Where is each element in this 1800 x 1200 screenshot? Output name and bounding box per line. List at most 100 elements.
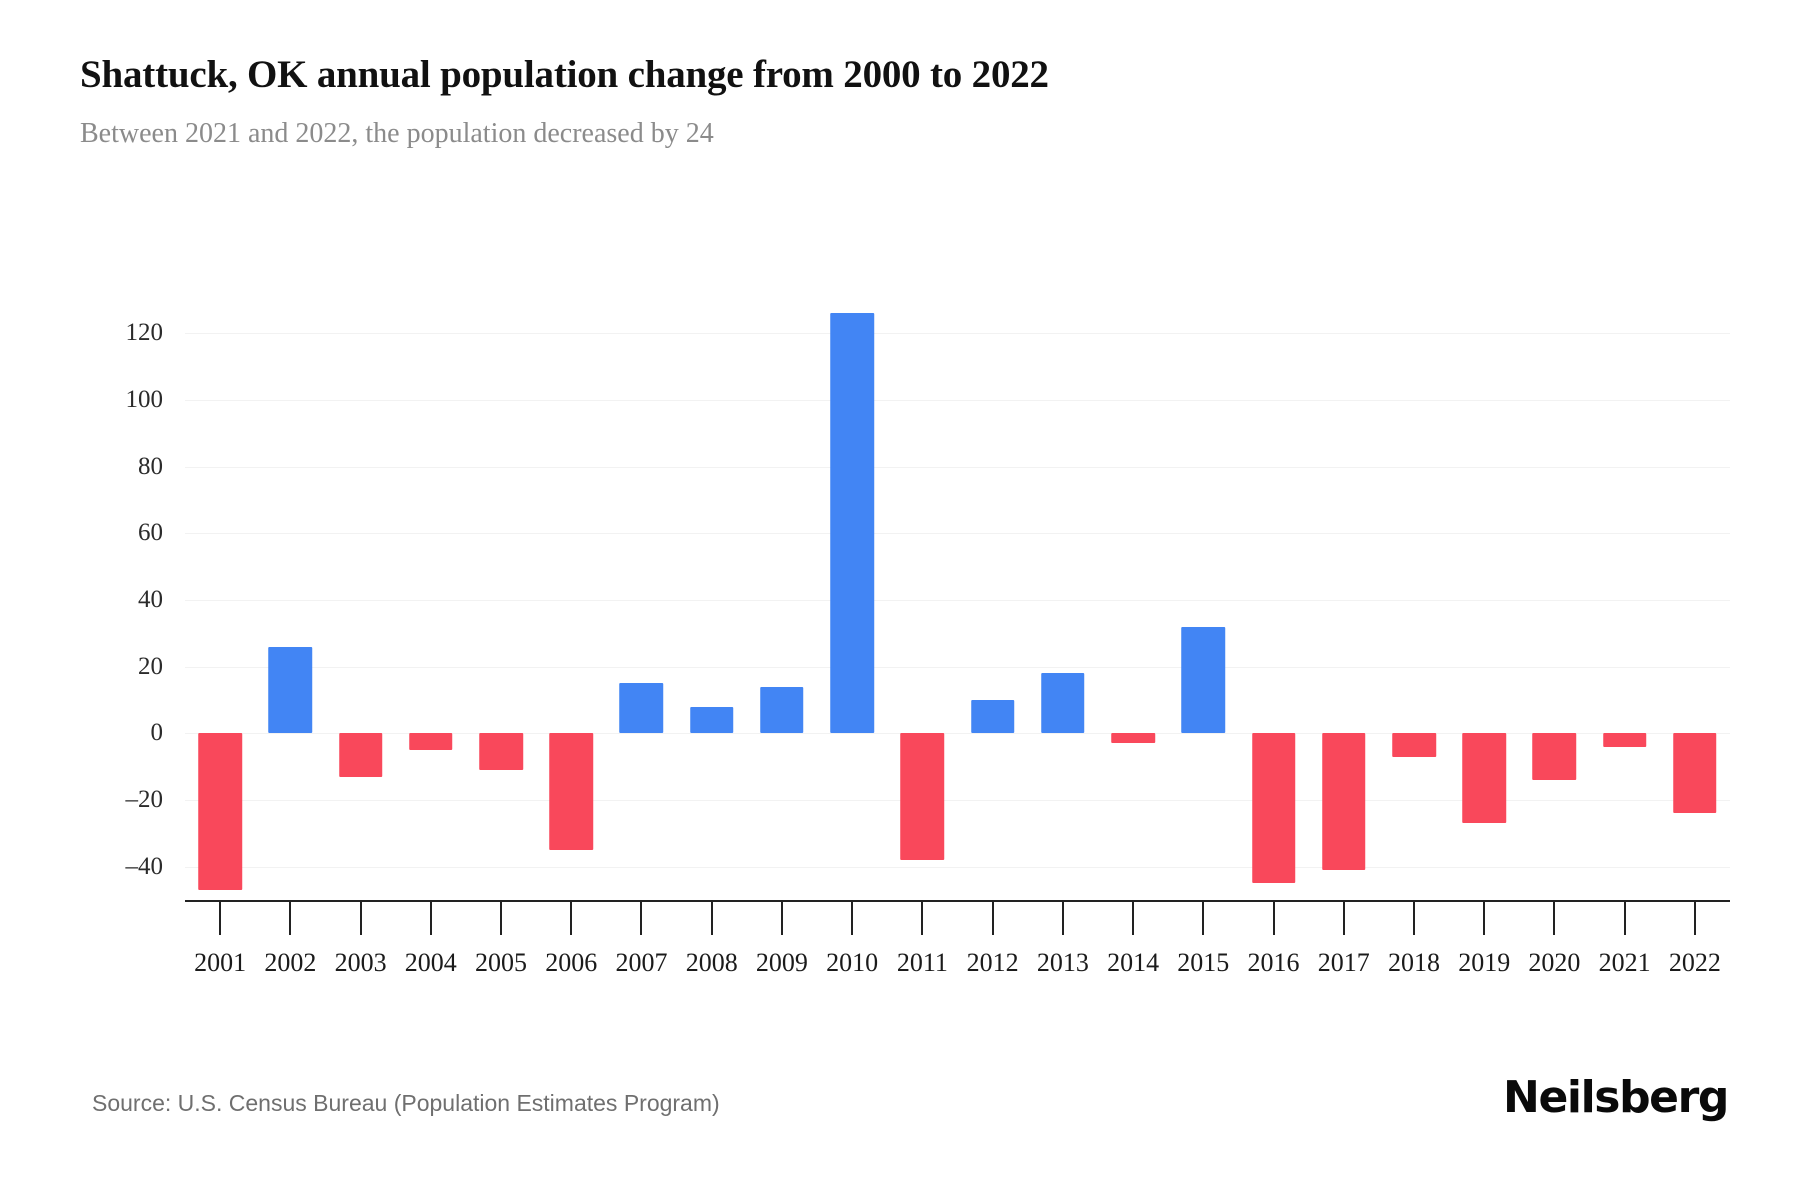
x-axis-tick-label: 2021 [1598, 948, 1651, 977]
gridline [185, 666, 1730, 668]
bar-slot [325, 300, 395, 900]
x-axis-tick [1412, 900, 1415, 935]
x-axis-tick [429, 900, 432, 935]
gridline [185, 866, 1730, 868]
bar[interactable] [1251, 733, 1296, 884]
x-axis-tick [710, 900, 713, 935]
x-axis-tick-label: 2018 [1387, 948, 1440, 977]
y-axis-tick-label: 100 [125, 386, 164, 413]
bar-slot [1168, 300, 1238, 900]
x-axis-tick-label: 2007 [615, 948, 668, 977]
bar-slot [1238, 300, 1308, 900]
x-axis-tick [991, 900, 994, 935]
bar[interactable] [1111, 733, 1155, 744]
bar-slot [817, 300, 887, 900]
bar-slot [396, 300, 466, 900]
bar-slot [747, 300, 817, 900]
x-axis-tick-label: 2001 [194, 948, 247, 977]
gridline [185, 333, 1730, 335]
x-axis-tick-label: 2022 [1668, 948, 1721, 977]
bar[interactable] [338, 733, 383, 777]
gridline [185, 600, 1730, 601]
bar[interactable] [1532, 733, 1577, 780]
plot-area: ‒40 ‒20 0 20 40 60 80 100 120 [126, 300, 1730, 900]
x-axis-tick [219, 900, 222, 935]
bar-slot [466, 300, 536, 900]
x-axis-tick-label: 2006 [545, 948, 598, 977]
x-axis-tick [359, 900, 362, 935]
x-axis-tick [1132, 900, 1135, 935]
bar-slot [606, 300, 676, 900]
x-axis-tick [1202, 900, 1205, 935]
bar[interactable] [1462, 733, 1506, 824]
bar-slot [1449, 300, 1519, 900]
bar-slot [1098, 300, 1168, 900]
x-axis-tick [1342, 900, 1345, 935]
page-subtitle: Between 2021 and 2022, the population de… [80, 118, 714, 149]
x-axis-tick-label: 2005 [475, 948, 528, 977]
bar[interactable] [549, 733, 593, 850]
x-axis-tick [1553, 900, 1556, 935]
page-title: Shattuck, OK annual population change fr… [80, 53, 1049, 96]
x-axis-tick-label: 2008 [685, 948, 738, 977]
bar[interactable] [830, 313, 874, 734]
x-axis-tick [1693, 900, 1696, 935]
bar-slot [677, 300, 747, 900]
x-axis-line [185, 900, 1730, 902]
x-axis-tick-label: 2011 [896, 948, 948, 977]
bar[interactable] [268, 646, 313, 734]
x-axis-tick [570, 900, 573, 935]
bar[interactable] [1181, 626, 1226, 734]
bar-slot [1519, 300, 1589, 900]
bar[interactable] [1673, 733, 1717, 814]
bar[interactable] [198, 733, 242, 890]
x-axis-tick-label: 2019 [1458, 948, 1511, 977]
source-note: Source: U.S. Census Bureau (Population E… [92, 1090, 720, 1116]
bar[interactable] [760, 686, 804, 734]
bar-slot [958, 300, 1028, 900]
x-axis-tick-label: 2015 [1177, 948, 1230, 977]
bar[interactable] [1041, 673, 1085, 734]
y-axis-tick-label: ‒20 [125, 786, 164, 813]
x-axis-tick-label: 2013 [1036, 948, 1089, 977]
y-axis-tick-label: 40 [138, 586, 163, 613]
y-axis-tick-label: 60 [138, 519, 163, 547]
bar[interactable] [619, 683, 664, 734]
bar[interactable] [689, 706, 734, 734]
bar-slot [1590, 300, 1660, 900]
y-axis-tick-label: 80 [138, 452, 163, 480]
x-axis-tick-label: 2009 [755, 948, 808, 977]
gridline [185, 466, 1730, 468]
bar-slot [185, 300, 255, 900]
x-axis-tick-label: 2004 [404, 948, 457, 977]
bar[interactable] [1321, 733, 1366, 870]
x-axis-tick [1623, 900, 1626, 935]
bar[interactable] [970, 700, 1015, 734]
bar-slot [255, 300, 325, 900]
bar[interactable] [900, 733, 945, 860]
y-axis-tick-label: ‒40 [125, 852, 164, 880]
y-axis-tick-label: 120 [125, 319, 164, 347]
bar-slot [1379, 300, 1449, 900]
x-axis-tick [780, 900, 783, 935]
x-axis-tick-label: 2014 [1107, 948, 1160, 977]
bar[interactable] [409, 733, 453, 750]
x-axis-tick [921, 900, 924, 935]
gridline [185, 733, 1730, 735]
x-axis-tick-label: 2012 [966, 948, 1019, 977]
gridline [185, 533, 1730, 535]
bar[interactable] [1602, 733, 1647, 747]
x-axis-tick [640, 900, 643, 935]
bar-slot [887, 300, 957, 900]
x-axis-tick-label: 2016 [1247, 948, 1300, 977]
x-axis-tick [500, 900, 503, 935]
x-axis-tick-label: 2017 [1317, 948, 1370, 977]
x-axis-tick [851, 900, 854, 935]
x-axis-tick-label: 2020 [1528, 948, 1581, 977]
bar[interactable] [1392, 733, 1436, 757]
gridline [185, 800, 1730, 801]
bar-slot [536, 300, 606, 900]
bar[interactable] [479, 733, 523, 770]
x-axis-tick-label: 2002 [264, 948, 317, 977]
